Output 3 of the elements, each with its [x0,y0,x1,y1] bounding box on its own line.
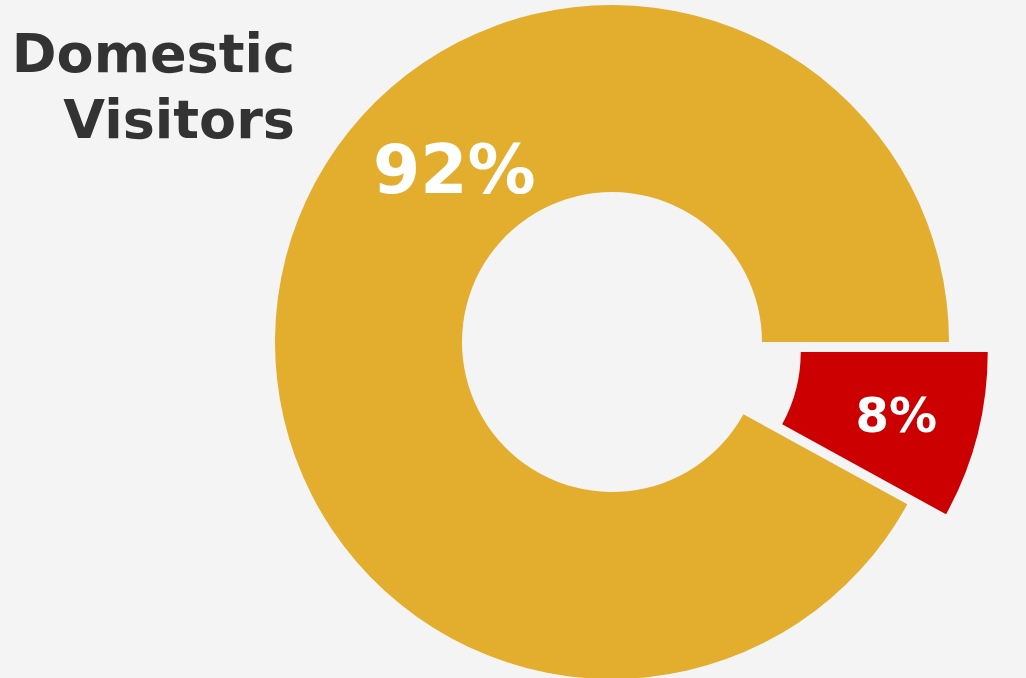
text: Domestic Visitors [11,22,295,151]
data-label: 8% [855,386,938,443]
data-label: 92% [372,130,536,210]
